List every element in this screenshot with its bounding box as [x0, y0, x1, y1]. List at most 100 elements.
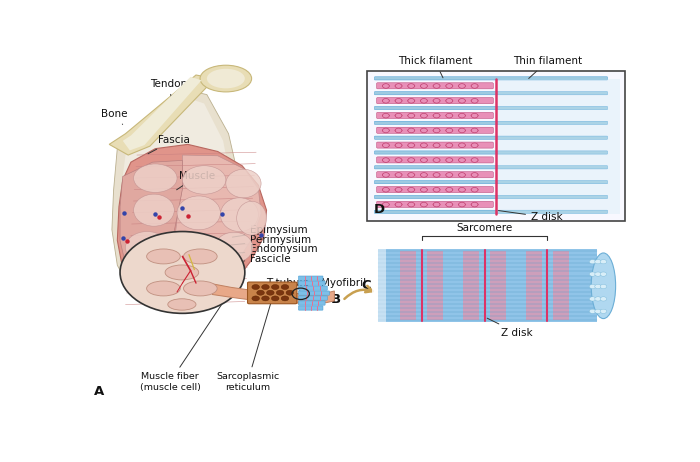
FancyBboxPatch shape	[298, 281, 325, 285]
FancyBboxPatch shape	[374, 121, 608, 124]
Ellipse shape	[183, 281, 217, 296]
Polygon shape	[112, 91, 237, 306]
Polygon shape	[212, 284, 335, 304]
Bar	[463, 251, 480, 321]
Bar	[427, 251, 443, 321]
Ellipse shape	[215, 232, 253, 262]
FancyBboxPatch shape	[298, 276, 323, 280]
FancyBboxPatch shape	[374, 106, 608, 109]
Bar	[378, 295, 597, 299]
Text: Endomysium: Endomysium	[220, 244, 318, 255]
Text: Sarcomere: Sarcomere	[456, 223, 512, 233]
Circle shape	[281, 296, 289, 301]
Bar	[367, 72, 624, 221]
FancyBboxPatch shape	[377, 172, 494, 178]
Ellipse shape	[146, 249, 181, 264]
Circle shape	[276, 290, 284, 295]
Bar	[378, 313, 597, 318]
Polygon shape	[174, 155, 261, 285]
Circle shape	[257, 290, 265, 295]
FancyBboxPatch shape	[374, 151, 608, 154]
Circle shape	[272, 285, 279, 290]
Bar	[372, 249, 386, 322]
Circle shape	[589, 260, 596, 264]
Bar	[372, 249, 378, 322]
Bar	[378, 267, 597, 272]
FancyBboxPatch shape	[374, 91, 608, 95]
Circle shape	[262, 285, 270, 290]
Ellipse shape	[226, 169, 261, 198]
Circle shape	[595, 272, 601, 276]
Text: Epimysium: Epimysium	[232, 225, 308, 237]
Circle shape	[272, 296, 279, 301]
Ellipse shape	[200, 65, 251, 92]
FancyBboxPatch shape	[374, 210, 608, 213]
Circle shape	[281, 285, 289, 290]
FancyBboxPatch shape	[377, 112, 494, 118]
Bar	[526, 251, 542, 321]
FancyBboxPatch shape	[377, 83, 494, 89]
Text: Z disk: Z disk	[498, 211, 563, 222]
Text: D: D	[373, 202, 384, 215]
Circle shape	[595, 285, 601, 289]
Text: B: B	[330, 293, 341, 306]
Ellipse shape	[125, 231, 169, 263]
Ellipse shape	[165, 265, 199, 280]
Bar	[378, 290, 597, 295]
Polygon shape	[120, 100, 230, 299]
Bar	[378, 258, 597, 263]
Polygon shape	[125, 80, 207, 152]
Polygon shape	[122, 77, 202, 151]
FancyBboxPatch shape	[377, 187, 494, 193]
Bar	[378, 254, 597, 258]
Ellipse shape	[183, 249, 217, 264]
Bar	[378, 272, 597, 277]
Text: Muscle: Muscle	[176, 171, 215, 190]
FancyBboxPatch shape	[298, 301, 325, 305]
Bar	[378, 281, 597, 286]
FancyBboxPatch shape	[298, 291, 330, 295]
Ellipse shape	[220, 198, 258, 231]
FancyBboxPatch shape	[298, 306, 323, 310]
FancyBboxPatch shape	[248, 282, 297, 304]
Bar	[378, 286, 597, 290]
Circle shape	[600, 297, 607, 301]
Bar	[553, 251, 569, 321]
Circle shape	[262, 296, 270, 301]
Bar	[400, 251, 416, 321]
Text: Sarcoplasmic
reticulum: Sarcoplasmic reticulum	[216, 302, 279, 392]
Ellipse shape	[168, 299, 196, 310]
Text: Fascia: Fascia	[148, 135, 190, 154]
Ellipse shape	[207, 69, 245, 88]
Polygon shape	[120, 160, 183, 296]
Ellipse shape	[592, 253, 615, 319]
Text: Z disk: Z disk	[487, 318, 533, 338]
Bar	[378, 317, 597, 322]
FancyBboxPatch shape	[298, 296, 328, 300]
Text: Myofibril: Myofibril	[318, 278, 366, 292]
Text: Fascicle: Fascicle	[212, 254, 291, 264]
Text: C: C	[362, 280, 371, 292]
FancyBboxPatch shape	[374, 136, 608, 139]
Bar	[498, 79, 620, 214]
FancyBboxPatch shape	[377, 127, 494, 134]
FancyBboxPatch shape	[377, 142, 494, 148]
Text: A: A	[94, 385, 104, 398]
Circle shape	[252, 296, 260, 301]
Ellipse shape	[134, 164, 177, 192]
Ellipse shape	[172, 233, 215, 265]
Ellipse shape	[237, 201, 267, 235]
Ellipse shape	[134, 194, 174, 226]
Bar	[490, 251, 506, 321]
Circle shape	[267, 290, 274, 295]
Circle shape	[286, 290, 294, 295]
Bar	[378, 308, 597, 313]
Text: Perimysium: Perimysium	[227, 235, 312, 245]
Circle shape	[600, 272, 607, 276]
Circle shape	[589, 285, 596, 289]
FancyBboxPatch shape	[374, 195, 608, 199]
Polygon shape	[109, 75, 215, 155]
Circle shape	[595, 297, 601, 301]
Polygon shape	[118, 144, 267, 311]
Circle shape	[600, 309, 607, 313]
